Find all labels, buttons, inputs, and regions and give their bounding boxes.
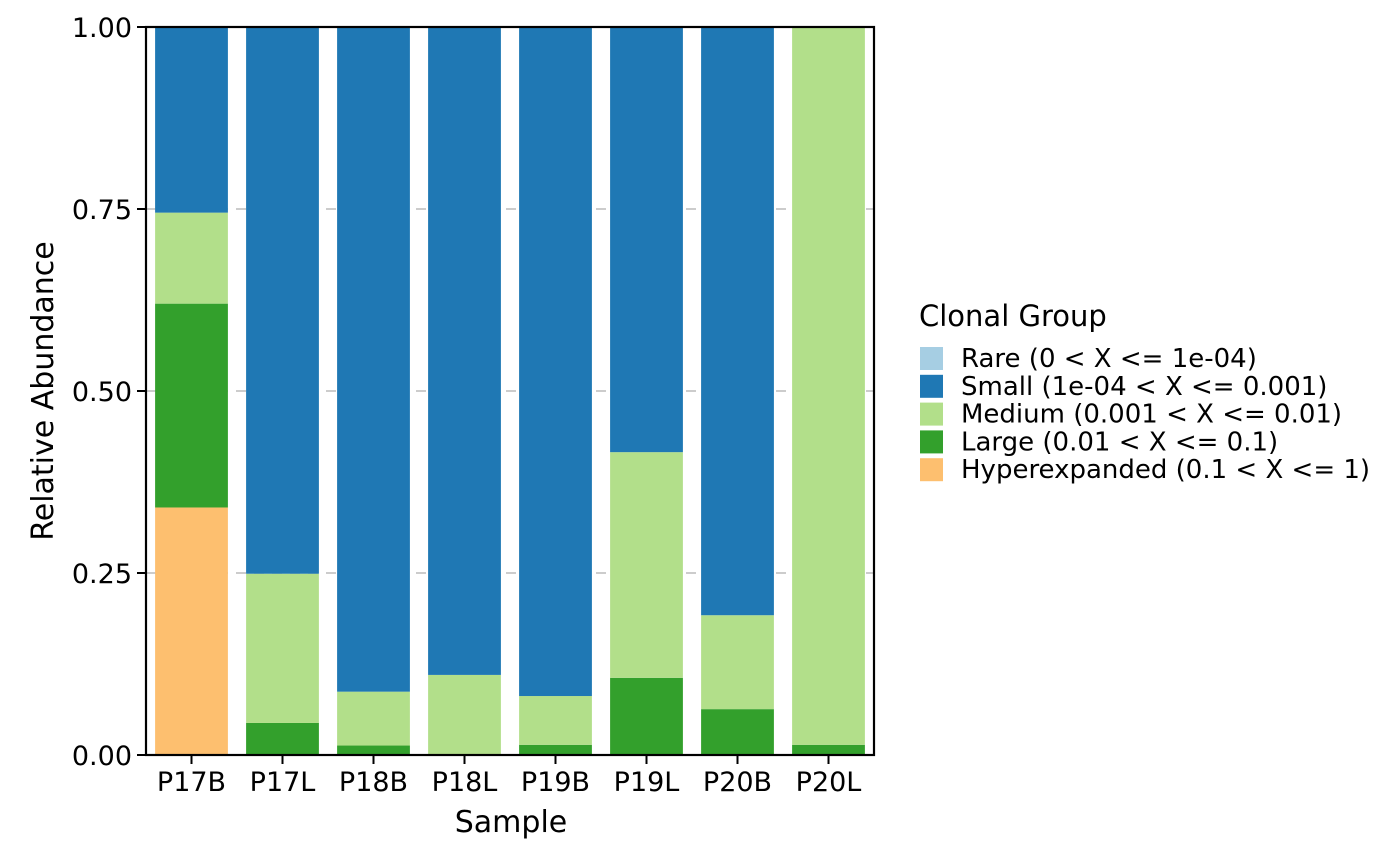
bar-segment: [701, 709, 774, 755]
bar-segment: [337, 691, 410, 746]
legend-label: Rare (0 < X <= 1e-04): [961, 344, 1257, 374]
bar-segment: [610, 677, 683, 755]
x-axis-title: Sample: [455, 805, 568, 840]
bar-segment: [519, 27, 592, 697]
x-tick-label: P19L: [614, 767, 680, 798]
legend-entries: Rare (0 < X <= 1e-04)Small (1e-04 < X <=…: [920, 344, 1370, 485]
legend-label: Small (1e-04 < X <= 0.001): [961, 372, 1327, 402]
y-tick-label: 0.00: [72, 741, 132, 772]
y-tick-label: 0.25: [72, 559, 132, 590]
bar-segment: [155, 212, 228, 304]
y-tick-label: 0.75: [72, 195, 132, 226]
x-tick-label: P18B: [339, 767, 408, 798]
legend-label: Medium (0.001 < X <= 0.01): [961, 400, 1342, 430]
bar-segment: [337, 745, 410, 755]
bar-segment: [610, 27, 683, 453]
bar-segment: [792, 27, 865, 745]
legend-key: [920, 458, 943, 482]
bar-segment: [701, 27, 774, 616]
bar-segment: [519, 744, 592, 755]
legend-key: [920, 347, 943, 370]
x-axis: P17B P17L P18B P18L P19B P19L P20B P20L: [157, 755, 861, 798]
bar-segment: [519, 696, 592, 745]
y-tick-label: 0.50: [72, 377, 132, 408]
x-tick-label: P17L: [250, 767, 316, 798]
legend-key: [920, 402, 943, 426]
bar-segment: [337, 27, 410, 692]
bar-segment: [792, 744, 865, 755]
bar-segment: [246, 27, 319, 574]
bar-segment: [428, 674, 501, 755]
bars: [155, 27, 865, 755]
y-axis-title: Relative Abundance: [26, 241, 61, 541]
bar-segment: [155, 303, 228, 508]
legend-label: Hyperexpanded (0.1 < X <= 1): [961, 455, 1370, 485]
legend-label: Large (0.01 < X <= 0.1): [961, 427, 1278, 457]
legend: Clonal Group Rare (0 < X <= 1e-04)Small …: [919, 299, 1370, 485]
bar-segment: [246, 573, 319, 723]
x-tick-label: P20B: [703, 767, 772, 798]
bar-segment: [610, 452, 683, 678]
legend-key: [920, 430, 943, 454]
bar-segment: [155, 27, 228, 213]
y-axis: 0.00 0.25 0.50 0.75 1.00: [72, 13, 146, 772]
legend-title: Clonal Group: [919, 299, 1107, 333]
x-tick-label: P20L: [796, 767, 862, 798]
x-tick-label: P18L: [432, 767, 498, 798]
bar-segment: [701, 615, 774, 710]
x-tick-label: P19B: [521, 767, 590, 798]
legend-key: [920, 374, 943, 398]
x-tick-label: P17B: [157, 767, 226, 798]
y-tick-label: 1.00: [72, 13, 132, 44]
bar-segment: [155, 507, 228, 755]
bar-segment: [246, 722, 319, 755]
bar-segment: [428, 27, 501, 675]
